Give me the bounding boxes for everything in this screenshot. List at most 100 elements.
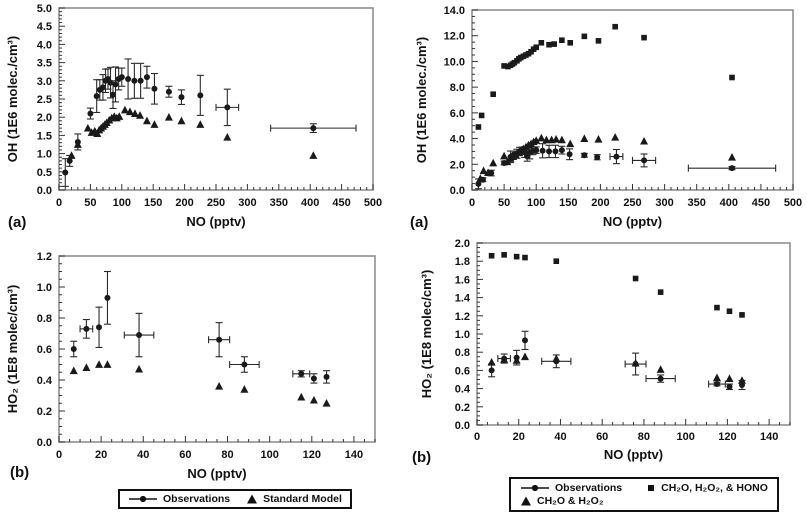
legend-entry-ch2o-h2o2-hono: CH₂O, H₂O₂, & HONO: [646, 482, 768, 494]
circle-marker: [581, 152, 588, 159]
y-tick-label: 14.0: [444, 5, 465, 17]
y-tick-label: 1.2: [37, 251, 52, 263]
triangle-marker: [240, 385, 249, 393]
triangle-marker: [484, 168, 493, 177]
triangle-marker: [640, 136, 649, 145]
circle-marker: [488, 367, 495, 374]
triangle-marker: [566, 139, 575, 148]
x-axis-label: NO (pptv): [186, 214, 245, 229]
x-tick-label: 150: [144, 197, 162, 209]
circle-marker: [125, 75, 132, 82]
y-tick-label: 3.0: [37, 76, 52, 88]
circle-marker: [521, 337, 528, 344]
legend-entry-ch2o-h2o2: CH₂O & H₂O₂: [520, 495, 622, 507]
x-tick-label: 250: [207, 197, 225, 209]
y-tick-label: 2.5: [37, 94, 52, 106]
y-tick-label: 0.8: [37, 313, 52, 325]
square-marker-icon: [648, 485, 655, 491]
x-tick-label: 200: [175, 197, 193, 209]
x-axis-label: NO (pptv): [604, 447, 663, 462]
circle-marker: [298, 370, 305, 377]
legend-label: Observations: [555, 482, 623, 494]
x-tick-label: 80: [638, 431, 650, 443]
triangle-marker: [557, 135, 566, 144]
square-marker: [551, 41, 557, 47]
triangle-marker: [223, 133, 232, 141]
y-axis-label: OH (1E6 molec./cm³): [5, 36, 20, 162]
circle-marker: [539, 147, 546, 154]
y-axis-label: HO₂ (1E8 molec/cm³): [5, 285, 20, 414]
y-tick-label: 0.6: [37, 344, 52, 356]
legend-label: Standard Model: [263, 493, 342, 505]
x-tick-label: 0: [469, 197, 475, 209]
circle-line-marker-icon: [129, 495, 157, 503]
circle-marker: [178, 94, 185, 101]
triangle-marker: [532, 136, 541, 144]
series-observations: [488, 330, 746, 391]
x-tick-label: 50: [84, 197, 96, 209]
triangle-marker: [479, 166, 488, 175]
square-marker: [657, 289, 664, 295]
square-marker: [714, 304, 720, 311]
panel-label-a-left: (a): [8, 214, 27, 231]
square-marker: [726, 308, 733, 315]
y-tick-label: 12.0: [444, 31, 465, 43]
square-marker: [559, 37, 565, 44]
series-ch-o-h-o-hono: [488, 252, 745, 318]
circle-marker: [558, 147, 565, 154]
x-tick-label: 450: [332, 197, 350, 209]
circle-marker: [62, 169, 69, 176]
square-marker: [501, 63, 507, 69]
circle-marker: [729, 165, 736, 172]
legend-label: Observations: [163, 493, 231, 505]
x-tick-label: 120: [718, 431, 736, 443]
circle-marker: [118, 74, 125, 81]
y-tick-label: 0.8: [455, 347, 470, 359]
triangle-marker: [215, 382, 224, 390]
triangle-marker: [542, 135, 551, 144]
circle-marker: [713, 381, 720, 388]
series-standard-model: [69, 360, 331, 407]
circle-marker: [83, 325, 90, 332]
y-tick-label: 0.4: [37, 375, 53, 387]
triangle-marker: [487, 358, 496, 366]
triangle-marker: [725, 374, 734, 382]
y-tick-label: 0.2: [455, 402, 470, 414]
square-marker: [513, 253, 520, 260]
triangle-marker: [476, 174, 485, 182]
triangle-marker: [738, 376, 747, 384]
triangle-marker: [728, 153, 737, 161]
circle-marker: [99, 84, 106, 91]
x-tick-label: 40: [137, 449, 149, 461]
triangle-marker: [500, 151, 509, 160]
circle-marker: [96, 324, 103, 331]
y-tick-label: 0.0: [37, 437, 52, 449]
plot-oh-vs-no-standard-model: 0 50 100 150 200 250 300 350 400 450 500 0.0 0.5 1.0 1…: [5, 3, 382, 229]
triangle-marker: [130, 109, 139, 117]
x-tick-label: 20: [513, 431, 525, 443]
x-tick-label: 300: [238, 197, 256, 209]
triangle-marker: [611, 133, 620, 141]
x-axis-label: NO (pptv): [603, 214, 662, 229]
circle-marker: [475, 180, 482, 187]
circle-marker: [70, 346, 77, 352]
legend-entry-observations: Observations: [520, 482, 622, 494]
y-tick-label: 5.0: [37, 3, 52, 15]
series-ch-o-h-o-hono: [475, 23, 735, 130]
x-tick-label: 60: [596, 431, 608, 443]
circle-marker: [726, 383, 733, 390]
triangle-marker: [552, 354, 561, 362]
legend-label: CH₂O, H₂O₂, & HONO: [661, 482, 768, 494]
triangle-marker: [150, 120, 159, 128]
triangle-marker: [196, 120, 205, 128]
series-observations: [70, 270, 331, 384]
circle-marker: [224, 104, 231, 111]
square-marker: [488, 252, 495, 259]
axis-ticks: [471, 9, 794, 191]
x-tick-label: 0: [56, 197, 62, 209]
x-axis-label: NO (pptv): [187, 466, 246, 481]
legend-entry-standard-model: Standard Model: [246, 493, 342, 505]
circle-marker: [594, 154, 601, 161]
triangle-marker-icon: [247, 494, 258, 504]
